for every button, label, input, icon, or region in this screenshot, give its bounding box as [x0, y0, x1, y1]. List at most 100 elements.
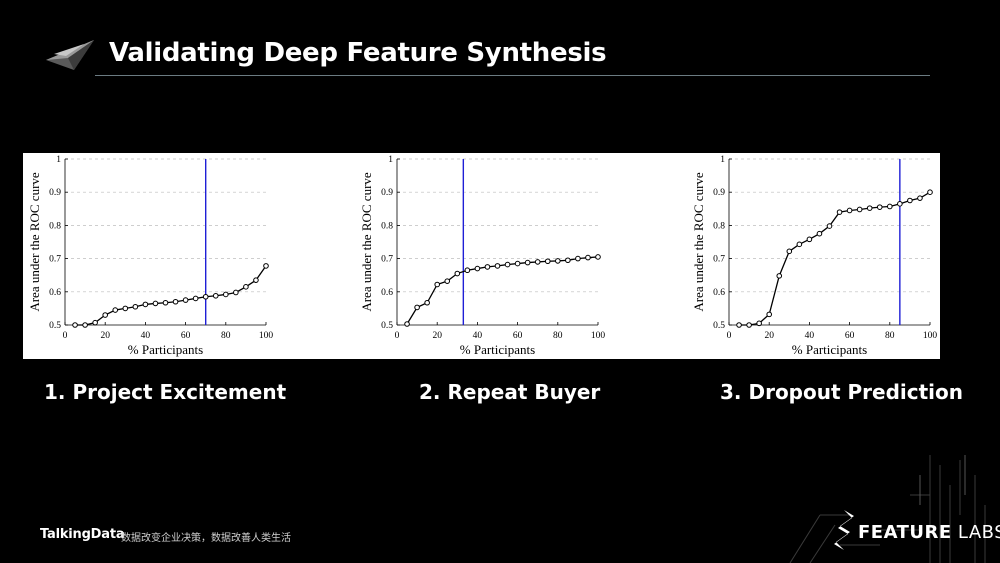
- x-tick-label: 0: [727, 331, 732, 341]
- x-tick-label: 80: [553, 331, 563, 341]
- data-point: [917, 195, 923, 201]
- data-point: [212, 292, 219, 299]
- feature-labs-logo-icon: [834, 510, 854, 550]
- data-point: [846, 207, 853, 214]
- x-tick-label: 100: [923, 331, 938, 341]
- data-point: [897, 201, 903, 207]
- y-tick-label: 0.5: [713, 321, 725, 331]
- data-point: [253, 277, 259, 283]
- data-point: [796, 241, 803, 248]
- data-point: [102, 312, 108, 318]
- y-tick-label: 0.9: [381, 188, 393, 198]
- charts-svg: 0.50.60.70.80.910 20 40 60 80 100% Participan…: [27, 155, 937, 357]
- x-axis-label: % Participants: [460, 342, 535, 357]
- data-point: [524, 259, 531, 266]
- data-point: [152, 300, 159, 307]
- data-point: [223, 291, 229, 298]
- chart-3: 0.5 0.6 0.7 0.8 0.9 1 0 20 40 60 80 100 % Participan…: [691, 155, 937, 357]
- x-tick-label: 20: [432, 331, 442, 341]
- x-tick-label: 100: [591, 331, 606, 341]
- y-tick-label: 1: [720, 155, 725, 165]
- y-tick-label: 1: [56, 155, 61, 165]
- data-point: [826, 223, 833, 229]
- data-point: [424, 299, 430, 306]
- data-point: [474, 265, 481, 272]
- data-point: [112, 307, 119, 313]
- data-point: [866, 205, 873, 211]
- data-point: [404, 321, 410, 327]
- y-tick-label: 0.7: [381, 255, 393, 265]
- chart-1: 0.5 0.6 0.7 0.8 0.9 1 0 20 40 60 80 100 % Participan…: [27, 155, 273, 357]
- data-point: [876, 204, 883, 210]
- wordmark-light: LABS: [957, 522, 1000, 543]
- data-point: [233, 289, 239, 296]
- y-tick-label: 1: [388, 155, 393, 165]
- y-tick-label: 0.9: [713, 188, 725, 198]
- data-point: [816, 230, 823, 237]
- x-tick-label: 60: [513, 331, 523, 341]
- x-tick-label: 20: [764, 331, 774, 341]
- data-point: [434, 281, 441, 288]
- data-point: [72, 322, 78, 328]
- y-tick-label: 0.7: [713, 255, 725, 265]
- y-tick-label: 0.5: [381, 321, 393, 331]
- data-point: [927, 189, 933, 196]
- talkingdata-brand: TalkingData: [40, 527, 125, 542]
- feature-labs-wordmark: FEATURE LABS: [858, 522, 1000, 543]
- caption-project-excitement: 1. Project Excitement: [44, 380, 287, 404]
- data-point: [454, 270, 461, 277]
- y-tick-label: 0.6: [381, 288, 393, 298]
- y-axis-label: Area under the ROC curve: [27, 172, 42, 312]
- data-point: [122, 305, 129, 312]
- data-point: [575, 255, 581, 262]
- chart-2: 0.5 0.6 0.7 0.8 0.9 1 0 20 40 60 80 100 % Participan…: [359, 155, 605, 357]
- data-point: [806, 236, 813, 243]
- footer-slogan: 数据改变企业决策，数据改善人类生活: [121, 533, 291, 544]
- y-tick-label: 0.6: [49, 288, 61, 298]
- x-tick-label: 0: [395, 331, 400, 341]
- x-tick-label: 80: [885, 331, 895, 341]
- data-point: [555, 258, 561, 264]
- data-point: [92, 319, 98, 326]
- data-point: [82, 322, 88, 328]
- title-divider: [95, 75, 930, 76]
- y-tick-label: 0.5: [49, 321, 61, 331]
- data-point: [907, 197, 913, 204]
- data-point: [444, 278, 451, 284]
- data-point: [786, 248, 793, 255]
- data-point: [132, 303, 139, 310]
- data-point: [534, 259, 541, 265]
- data-point: [142, 301, 149, 308]
- x-tick-label: 80: [221, 331, 231, 341]
- x-tick-label: 20: [100, 331, 110, 341]
- series-line: [406, 256, 599, 325]
- x-axis-label: % Participants: [128, 342, 203, 357]
- x-tick-label: 60: [845, 331, 855, 341]
- data-point: [776, 273, 783, 279]
- caption-dropout-prediction: 3. Dropout Prediction: [720, 380, 964, 404]
- data-point: [544, 258, 551, 265]
- data-point: [887, 203, 893, 210]
- data-point: [514, 260, 521, 267]
- data-point: [263, 263, 269, 269]
- data-point: [162, 299, 169, 306]
- x-axis-label: % Participants: [792, 342, 867, 357]
- data-point: [182, 297, 189, 303]
- x-tick-label: 0: [63, 331, 68, 341]
- slide-header: Validating Deep Feature Synthesis: [0, 0, 1000, 90]
- data-point: [192, 295, 199, 302]
- data-point: [565, 257, 571, 264]
- data-point: [243, 284, 249, 290]
- caption-repeat-buyer: 2. Repeat Buyer: [419, 380, 601, 404]
- x-tick-label: 60: [181, 331, 191, 341]
- y-tick-label: 0.6: [713, 288, 725, 298]
- y-axis-label: Area under the ROC curve: [691, 172, 706, 312]
- data-point: [504, 261, 511, 268]
- charts-panel: 0.5 0.6 0.7 0.8 0.9 1 0 20 40 60 80 100% Participan…: [23, 153, 940, 359]
- wordmark-bold: FEATURE: [858, 522, 952, 543]
- data-point: [464, 267, 471, 274]
- y-axis-label: Area under the ROC curve: [359, 172, 374, 312]
- data-point: [414, 304, 420, 311]
- y-tick-label: 0.8: [381, 221, 393, 231]
- data-point: [756, 320, 762, 327]
